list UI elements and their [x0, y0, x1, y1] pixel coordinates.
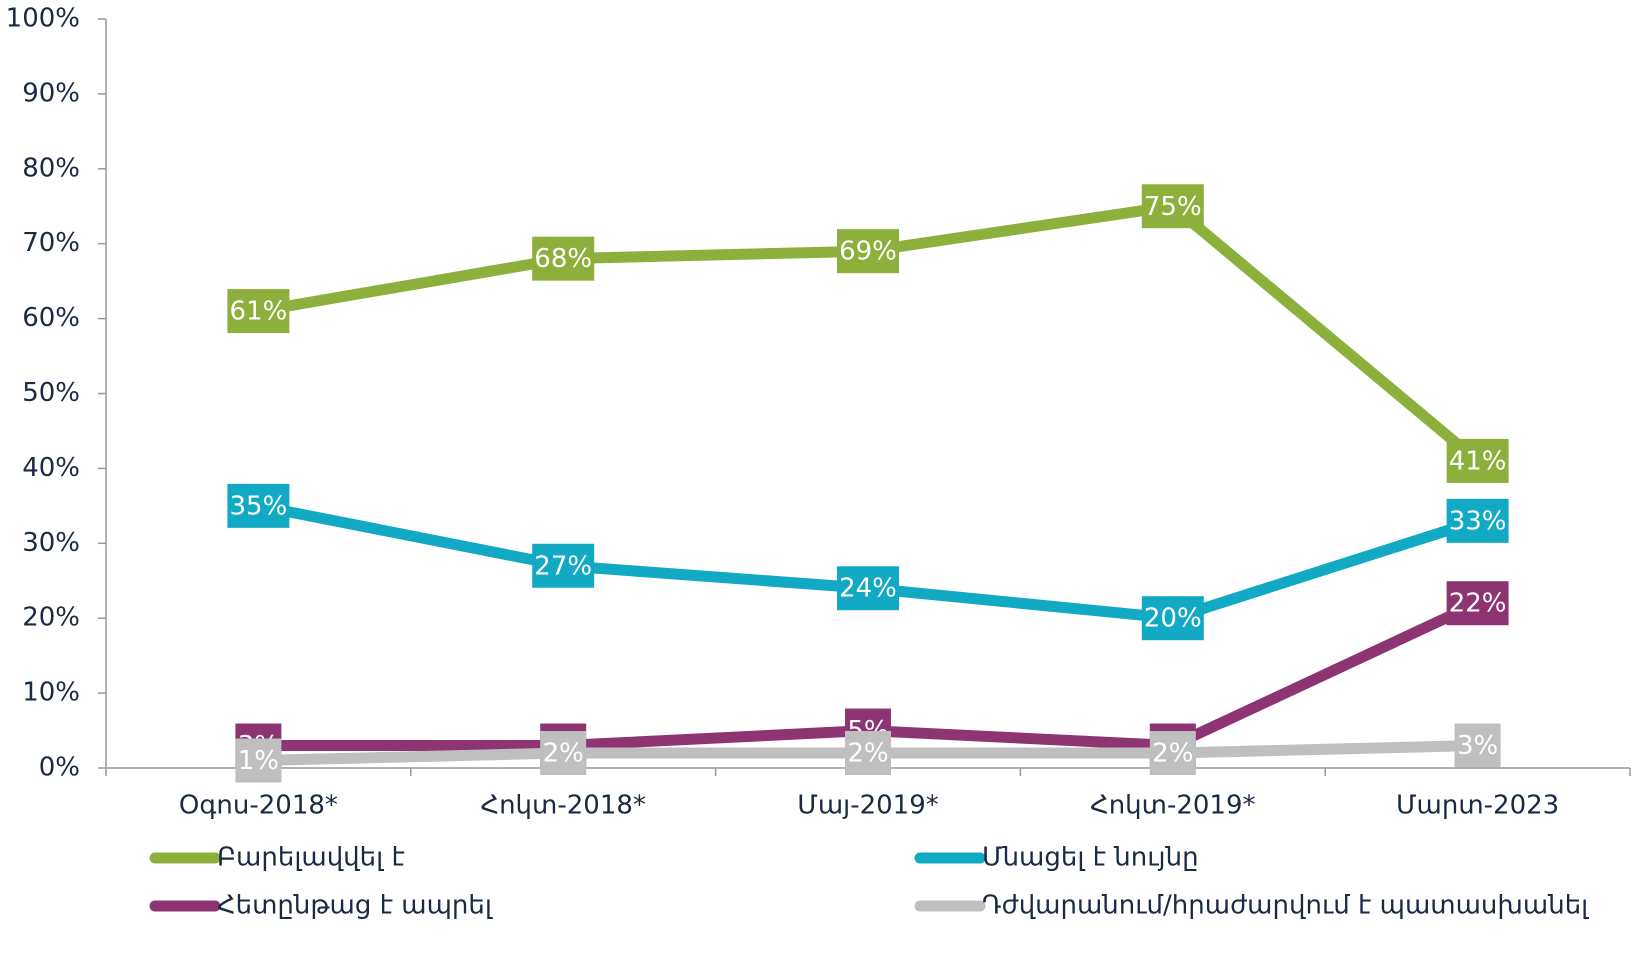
- x-tick-label: Մարտ-2023: [1396, 791, 1559, 821]
- value-label: 2%: [543, 739, 584, 769]
- value-label: 27%: [534, 551, 592, 581]
- value-label: 75%: [1144, 192, 1202, 222]
- value-label-box: [1149, 731, 1196, 776]
- value-label: 35%: [230, 491, 288, 521]
- y-tick-label: 40%: [22, 453, 80, 483]
- y-tick-label: 90%: [22, 78, 80, 108]
- legend-label: Մնացել է նույնը: [982, 843, 1199, 873]
- value-label: 41%: [1449, 446, 1507, 476]
- value-label-box: [227, 289, 290, 334]
- value-label: 61%: [230, 297, 288, 327]
- value-label: 22%: [1449, 589, 1507, 619]
- value-label: 68%: [534, 244, 592, 274]
- x-tick-label: Հոկտ-2018*: [480, 791, 645, 821]
- value-label-box: [837, 229, 899, 274]
- legend-label: Դժվարանում/հրաժարվում է պատասխանել: [982, 891, 1589, 921]
- x-tick-label: Օգոս-2018*: [179, 791, 338, 821]
- value-label-box: [1454, 723, 1501, 768]
- x-tick-label: Հոկտ-2019*: [1090, 791, 1255, 821]
- y-tick-label: 80%: [22, 153, 80, 183]
- value-label-box: [1141, 596, 1204, 641]
- legend-label: Հետընթաց է ապրել: [217, 891, 493, 921]
- y-tick-label: 50%: [22, 378, 80, 408]
- value-label-box: [235, 738, 282, 783]
- value-label: 3%: [1457, 731, 1498, 761]
- value-label-box: [1446, 438, 1509, 483]
- y-tick-label: 10%: [22, 678, 80, 708]
- legend-label: Բարելավվել է: [217, 843, 405, 873]
- y-tick-label: 60%: [22, 303, 80, 333]
- value-label: 2%: [1152, 739, 1193, 769]
- value-label: 69%: [839, 237, 897, 267]
- value-label-box: [1446, 498, 1509, 543]
- value-label: 33%: [1449, 506, 1507, 536]
- value-label-box: [837, 566, 899, 611]
- y-tick-label: 30%: [22, 528, 80, 558]
- value-label-box: [1141, 184, 1204, 229]
- value-label: 24%: [839, 574, 897, 604]
- value-label-box: [845, 731, 891, 776]
- y-tick-label: 0%: [39, 753, 80, 783]
- y-tick-label: 100%: [6, 4, 80, 34]
- value-label-box: [540, 731, 587, 776]
- x-tick-label: Մայ-2019*: [797, 791, 939, 821]
- y-tick-label: 20%: [22, 603, 80, 633]
- value-label-box: [532, 543, 595, 588]
- value-label: 2%: [847, 739, 888, 769]
- value-label-box: [227, 483, 290, 528]
- y-tick-label: 70%: [22, 228, 80, 258]
- value-label-box: [1446, 581, 1509, 626]
- value-label-box: [532, 236, 595, 281]
- value-label: 20%: [1144, 604, 1202, 634]
- value-label: 1%: [238, 746, 279, 776]
